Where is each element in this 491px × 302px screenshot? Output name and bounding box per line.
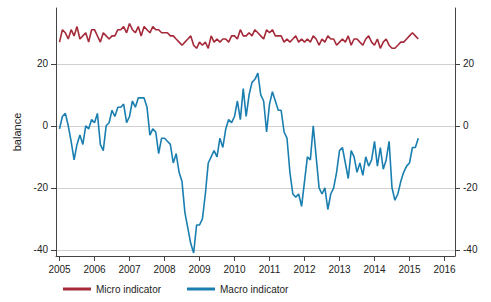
svg-text:-20: -20 — [463, 182, 478, 193]
svg-text:Macro indicator: Macro indicator — [220, 284, 289, 295]
svg-text:0: 0 — [42, 120, 48, 131]
svg-text:2007: 2007 — [118, 264, 141, 275]
svg-text:2012: 2012 — [293, 264, 316, 275]
svg-text:balance: balance — [11, 113, 23, 152]
svg-text:20: 20 — [463, 58, 475, 69]
svg-text:2011: 2011 — [259, 264, 281, 275]
svg-text:0: 0 — [463, 120, 469, 131]
svg-text:-40: -40 — [34, 244, 49, 255]
svg-text:-40: -40 — [463, 244, 478, 255]
svg-text:2005: 2005 — [48, 264, 71, 275]
svg-text:2013: 2013 — [328, 264, 351, 275]
svg-text:20: 20 — [37, 58, 49, 69]
svg-text:Micro indicator: Micro indicator — [96, 284, 162, 295]
svg-text:2008: 2008 — [153, 264, 176, 275]
svg-text:2015: 2015 — [398, 264, 421, 275]
svg-text:2016: 2016 — [433, 264, 456, 275]
svg-text:2009: 2009 — [188, 264, 211, 275]
svg-text:2014: 2014 — [363, 264, 386, 275]
svg-text:2006: 2006 — [83, 264, 106, 275]
svg-text:-20: -20 — [34, 182, 49, 193]
svg-text:2010: 2010 — [223, 264, 246, 275]
